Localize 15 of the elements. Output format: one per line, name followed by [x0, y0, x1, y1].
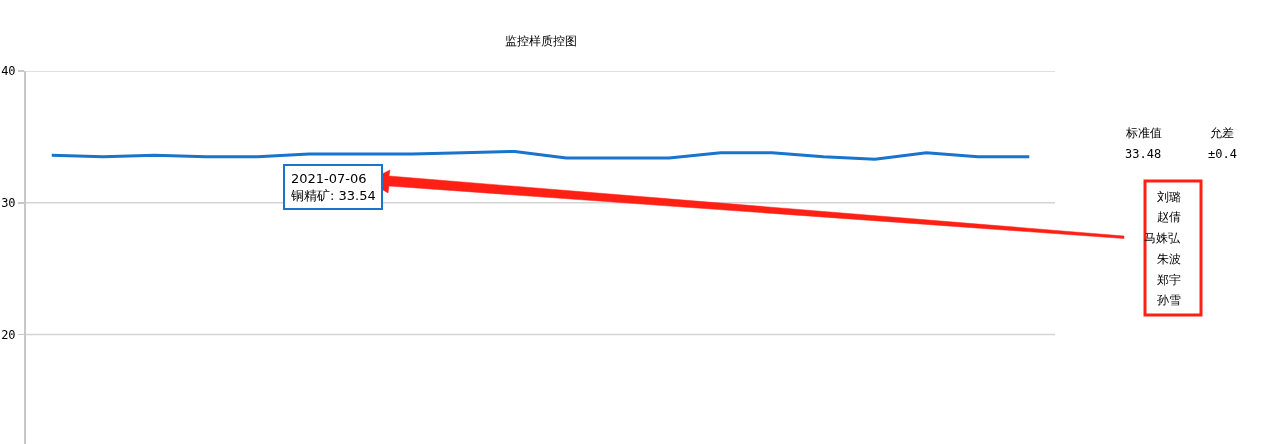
y-tick-label: 30	[1, 196, 16, 210]
y-tick-label: 20	[1, 327, 16, 342]
chart-title: 监控样质控图	[504, 34, 577, 49]
text: 标准值	[1125, 126, 1162, 140]
annotation: 2021-07-06 铜精矿: 33.54	[290, 171, 376, 203]
text: 赵倩	[1157, 210, 1181, 224]
text: ±0.4	[1208, 147, 1237, 161]
line-series	[50, 149, 1031, 161]
y-tick-label: 40	[1, 64, 16, 79]
text: 孙雪	[1157, 293, 1181, 307]
text: 郑宇	[1157, 273, 1181, 287]
text: 朱波	[1157, 252, 1181, 266]
text: 33.48	[1125, 147, 1162, 161]
text: 刘璐	[1157, 190, 1181, 204]
text: 允差	[1210, 126, 1234, 140]
